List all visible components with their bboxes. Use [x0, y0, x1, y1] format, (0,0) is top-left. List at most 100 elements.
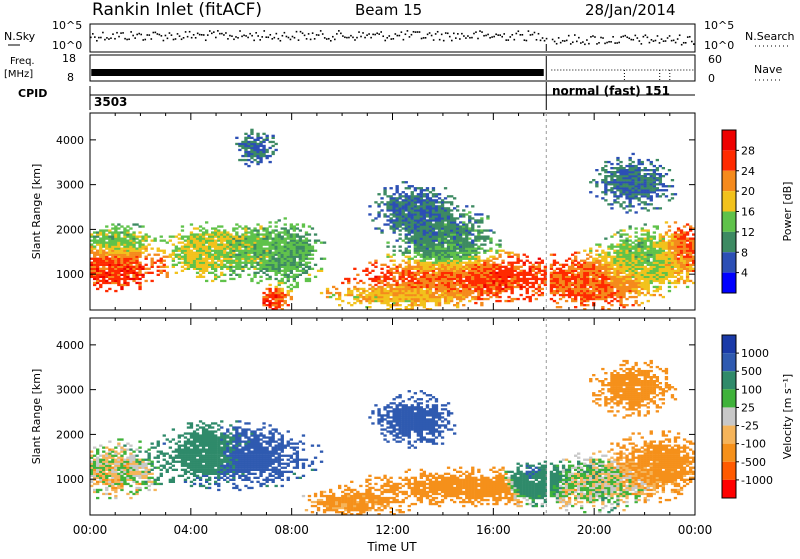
heatmap-cell: [613, 199, 616, 201]
heatmap-cell: [405, 221, 408, 223]
heatmap-cell: [650, 181, 653, 183]
heatmap-cell: [610, 282, 613, 284]
heatmap-cell: [247, 147, 250, 149]
heatmap-cell: [396, 213, 399, 215]
heatmap-cell: [269, 278, 272, 280]
nsky-point: [185, 31, 187, 33]
heatmap-cell: [417, 300, 420, 302]
heatmap-cell: [477, 256, 480, 258]
heatmap-cell: [489, 229, 492, 231]
heatmap-cell: [622, 173, 625, 175]
heatmap-cell: [435, 215, 438, 217]
heatmap-cell: [275, 270, 278, 272]
heatmap-cell: [220, 244, 223, 246]
heatmap-cell: [114, 233, 117, 235]
heatmap-cell: [229, 250, 232, 252]
heatmap-cell: [450, 260, 453, 262]
heatmap-cell: [619, 244, 622, 246]
heatmap-cell: [486, 278, 489, 280]
heatmap-cell: [574, 300, 577, 302]
heatmap-cell: [202, 252, 205, 254]
heatmap-cell: [187, 260, 190, 262]
heatmap-cell: [511, 270, 514, 272]
nsky-point: [269, 34, 271, 36]
heatmap-cell: [420, 203, 423, 205]
heatmap-cell: [619, 191, 622, 193]
heatmap-cell: [507, 268, 510, 270]
heatmap-cell: [414, 199, 417, 201]
heatmap-cell: [302, 225, 305, 227]
heatmap-cell: [96, 244, 99, 246]
nsky-point: [610, 41, 612, 43]
heatmap-cell: [647, 262, 650, 264]
heatmap-cell: [625, 189, 628, 191]
heatmap-cell: [580, 292, 583, 294]
nsky-point: [421, 38, 423, 40]
heatmap-cell: [441, 276, 444, 278]
heatmap-cell: [417, 288, 420, 290]
heatmap-cell: [559, 272, 562, 274]
heatmap-cell: [414, 189, 417, 191]
heatmap-cell: [281, 282, 284, 284]
heatmap-cell: [114, 252, 117, 254]
heatmap-cell: [429, 262, 432, 264]
heatmap-cell: [429, 229, 432, 231]
nsky-point: [284, 32, 286, 34]
heatmap-cell: [117, 268, 120, 270]
heatmap-cell: [220, 240, 223, 242]
heatmap-cell: [607, 189, 610, 191]
heatmap-cell: [259, 246, 262, 248]
heatmap-cell: [377, 227, 380, 229]
heatmap-cell: [417, 209, 420, 211]
heatmap-cell: [447, 262, 450, 264]
heatmap-cell: [138, 270, 141, 272]
heatmap-cell: [393, 229, 396, 231]
heatmap-cell: [111, 272, 114, 274]
heatmap-cell: [308, 233, 311, 235]
heatmap-cell: [432, 246, 435, 248]
nsky-point: [592, 35, 594, 37]
heatmap-cell: [474, 258, 477, 260]
heatmap-cell: [622, 292, 625, 294]
heatmap-cell: [202, 272, 205, 274]
heatmap-cell: [598, 246, 601, 248]
heatmap-cell: [501, 282, 504, 284]
heatmap-cell: [247, 242, 250, 244]
heatmap-cell: [559, 306, 562, 308]
nsky-point: [197, 33, 199, 35]
heatmap-cell: [123, 278, 126, 280]
heatmap-cell: [556, 276, 559, 278]
heatmap-cell: [595, 290, 598, 292]
nsky-point: [433, 39, 435, 41]
heatmap-cell: [111, 240, 114, 242]
heatmap-cell: [193, 264, 196, 266]
heatmap-cell: [178, 258, 181, 260]
heatmap-cell: [402, 213, 405, 215]
heatmap-cell: [229, 238, 232, 240]
heatmap-cell: [196, 276, 199, 278]
heatmap-cell: [229, 262, 232, 264]
heatmap-cell: [511, 278, 514, 280]
heatmap-cell: [438, 278, 441, 280]
heatmap-cell: [468, 217, 471, 219]
heatmap-cell: [256, 133, 259, 135]
heatmap-cell: [613, 183, 616, 185]
heatmap-cell: [468, 268, 471, 270]
heatmap-cell: [619, 270, 622, 272]
heatmap-cell: [477, 233, 480, 235]
heatmap-cell: [272, 258, 275, 260]
heatmap-cell: [293, 248, 296, 250]
heatmap-cell: [507, 296, 510, 298]
heatmap-cell: [616, 179, 619, 181]
heatmap-cell: [393, 246, 396, 248]
heatmap-cell: [278, 248, 281, 250]
heatmap-cell: [272, 242, 275, 244]
heatmap-cell: [120, 254, 123, 256]
heatmap-cell: [217, 256, 220, 258]
heatmap-cell: [111, 280, 114, 282]
heatmap-cell: [196, 240, 199, 242]
heatmap-cell: [205, 233, 208, 235]
heatmap-cell: [278, 272, 281, 274]
heatmap-cell: [405, 262, 408, 264]
heatmap-cell: [592, 276, 595, 278]
